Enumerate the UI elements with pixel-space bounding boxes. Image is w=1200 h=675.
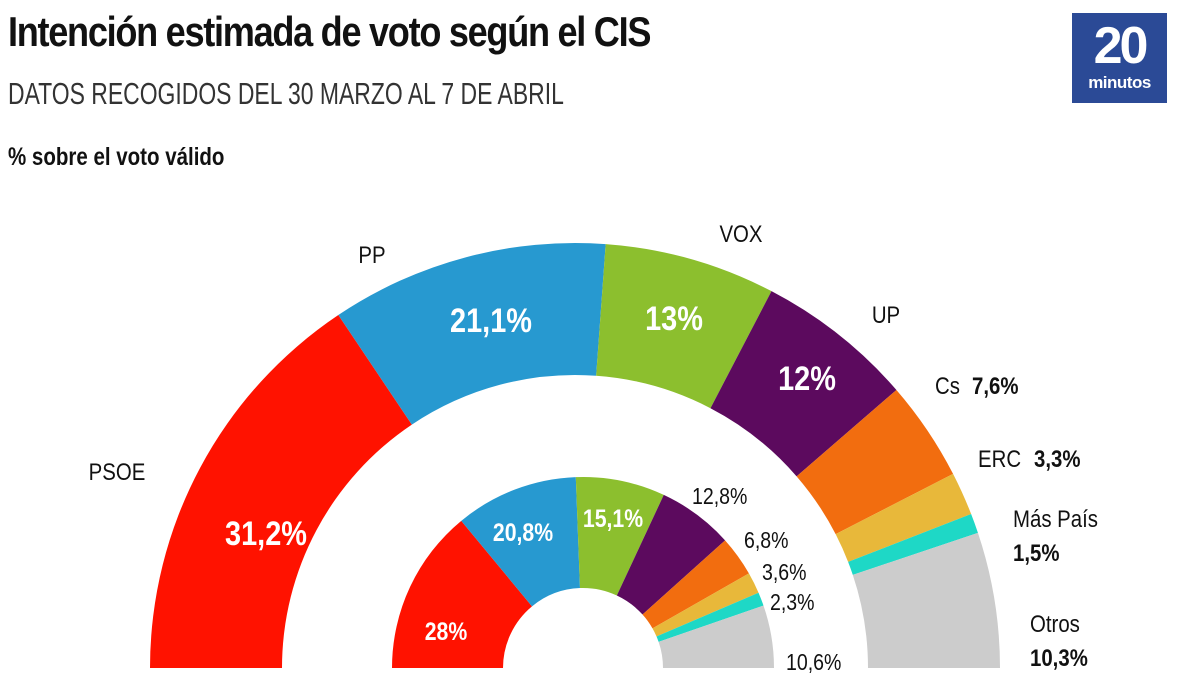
inner-slice-pp <box>461 477 580 607</box>
inner-value-label-vox: 15,1% <box>583 504 643 532</box>
outer-value-label-erc: 3,3% <box>1034 445 1081 472</box>
inner-slice-psoe <box>392 520 533 668</box>
inner-value-label-psoe: 28% <box>425 617 468 645</box>
chart-subtitle: DATOS RECOGIDOS DEL 30 MARZO AL 7 DE ABR… <box>8 76 564 111</box>
party-label-pp: PP <box>358 241 385 268</box>
outer-value-label-cs: 7,6% <box>972 372 1019 399</box>
outer-value-label-vox: 13% <box>645 299 703 338</box>
outer-value-label-psoe: 31,2% <box>225 514 307 553</box>
inner-value-label-otros: 10,6% <box>786 650 841 675</box>
outer-value-label-mas-pais: 1,5% <box>1013 539 1060 566</box>
party-label-psoe: PSOE <box>89 458 146 485</box>
outer-slice-up <box>710 291 897 477</box>
logo-word: minutos <box>1088 73 1151 92</box>
outer-slice-erc <box>835 473 972 562</box>
outer-value-label-otros: 10,3% <box>1030 644 1088 671</box>
outer-slice-cs <box>796 389 954 535</box>
inner-slice-cs <box>642 540 749 629</box>
outer-slice-otros <box>852 532 1000 668</box>
inner-value-label-mas-pais: 2,3% <box>770 590 815 616</box>
party-label-erc: ERC <box>978 445 1021 472</box>
party-label-cs: Cs <box>935 372 960 399</box>
chart-title: Intención estimada de voto según el CIS <box>8 8 651 55</box>
inner-slice-otros <box>658 605 774 668</box>
inner-value-label-pp: 20,8% <box>493 518 553 546</box>
outer-value-label-up: 12% <box>778 359 836 398</box>
brand-logo: 20 minutos <box>1072 13 1167 103</box>
outer-value-label-pp: 21,1% <box>450 301 532 340</box>
outer-slice-vox <box>596 244 772 409</box>
unit-label: % sobre el voto válido <box>8 143 225 171</box>
party-label-mas-pais: Más País <box>1013 505 1098 532</box>
inner-slice-vox <box>575 477 664 596</box>
outer-slice-mas-pais <box>848 514 978 575</box>
inner-value-label-up: 12,8% <box>692 484 747 510</box>
logo-number: 20 <box>1093 17 1149 75</box>
inner-value-label-cs: 6,8% <box>744 528 789 554</box>
party-label-up: UP <box>872 301 900 328</box>
inner-slice-mas-pais <box>656 592 764 642</box>
party-label-otros: Otros <box>1030 610 1080 637</box>
outer-slice-pp <box>338 243 606 425</box>
inner-slice-erc <box>652 573 759 637</box>
outer-slice-psoe <box>150 314 412 668</box>
party-label-vox: VOX <box>719 220 762 247</box>
inner-slice-up <box>616 494 726 615</box>
inner-value-label-erc: 3,6% <box>762 560 807 586</box>
